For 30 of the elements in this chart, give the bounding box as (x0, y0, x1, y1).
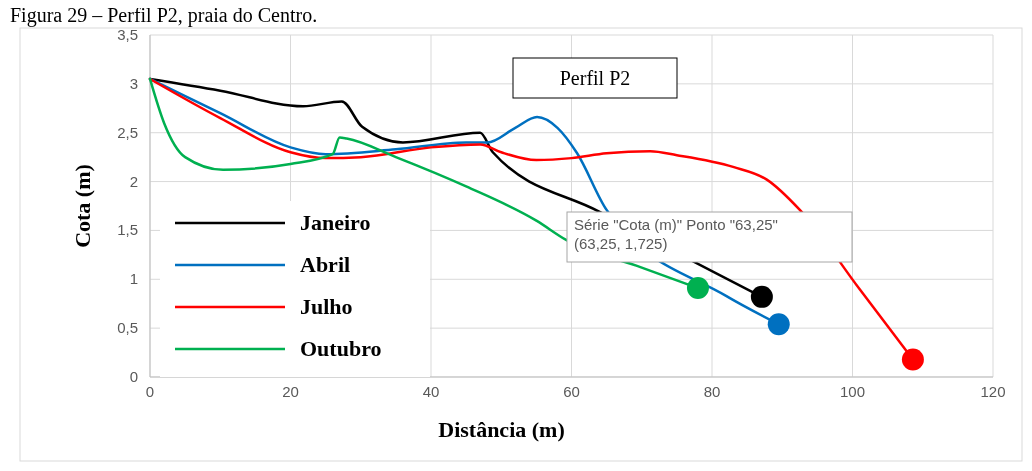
y-tick-label: 1,5 (117, 221, 138, 239)
y-tick-label: 0 (129, 368, 138, 385)
legend-label: Julho (300, 294, 353, 319)
y-tick-label: 0,5 (117, 319, 138, 337)
x-tick-label: 100 (839, 383, 866, 400)
legend-label: Abril (300, 252, 351, 277)
annotation: Série "Cota (m)" Ponto "63,25" (63,25, 1,725) (574, 216, 778, 252)
annotation: Perfil P2 (559, 67, 631, 89)
y-tick-label: 2 (129, 172, 138, 190)
y-tick-label: 2,5 (117, 123, 138, 141)
point (901, 348, 924, 371)
x-tick-label: 40 (422, 383, 440, 400)
point (750, 285, 773, 308)
legend-label: Janeiro (300, 210, 371, 235)
y-tick-label: 3 (129, 74, 138, 92)
legend-label: Outubro (300, 336, 382, 361)
y-axis-title: Cota (m) (70, 164, 95, 248)
x-tick-label: 80 (703, 383, 721, 400)
point (767, 313, 790, 336)
chart-title: Figura 29 – Perfil P2, praia do Centro. (10, 4, 318, 27)
x-axis-title: Distância (m) (438, 417, 565, 442)
x-tick-label: 60 (563, 383, 580, 400)
x-tick-label: 0 (145, 383, 155, 400)
y-tick-label: 1 (129, 270, 138, 288)
y-tick-label: 3,5 (117, 26, 138, 43)
tooltip-box: Série "Cota (m)" Ponto "63,25" (63,25, 1,725) (566, 211, 853, 263)
x-tick-label: 20 (282, 383, 299, 400)
point (686, 277, 709, 300)
x-tick-label: 120 (980, 383, 1006, 400)
text-box: Perfil P2 (512, 57, 678, 99)
